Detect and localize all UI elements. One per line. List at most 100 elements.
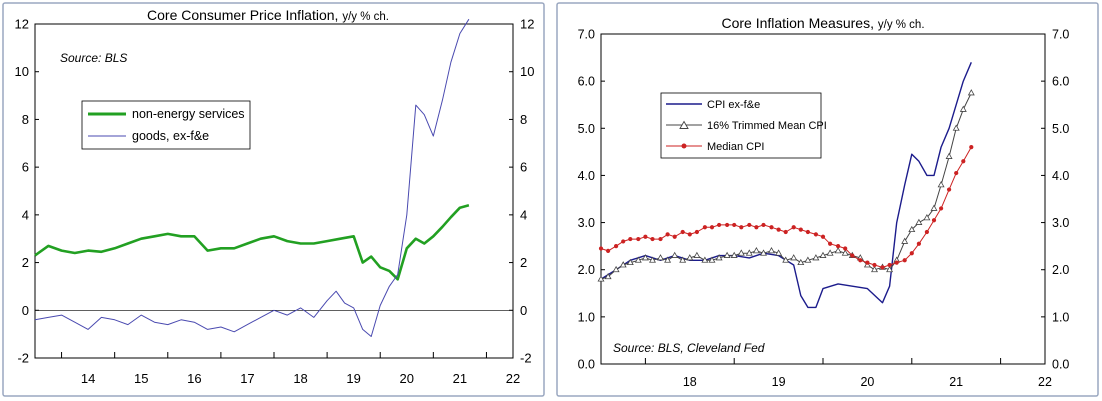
y-tick-label-left: 8 (22, 112, 29, 127)
data-point-median-cpi (902, 258, 907, 263)
data-point-median-cpi (954, 170, 959, 176)
legend-marker-trimmed-mean (679, 120, 689, 129)
legend-label-median-cpi: Median CPI (707, 141, 764, 153)
data-point-trimmed-mean (701, 256, 709, 263)
data-point-trimmed-mean (752, 247, 760, 254)
data-point-trimmed-mean (775, 249, 783, 256)
legend-label-trimmed-mean: 16% Trimmed Mean CPI (707, 120, 827, 132)
data-point-trimmed-mean (693, 251, 701, 258)
data-point-median-cpi (761, 222, 766, 228)
y-tick-label-left: 12 (15, 17, 29, 32)
y-tick-label-right: 10 (520, 64, 534, 79)
data-point-median-cpi (872, 262, 877, 268)
data-point-median-cpi (969, 145, 974, 150)
data-point-median-cpi (791, 225, 796, 230)
y-tick-label-right: 0 (520, 303, 527, 318)
chart-title: Core Inflation Measures, y/y % ch. (721, 15, 924, 31)
data-point-trimmed-mean (612, 265, 620, 273)
data-point-median-cpi (606, 248, 611, 253)
data-point-median-cpi (828, 241, 833, 246)
x-tick-label: 18 (293, 371, 307, 386)
data-point-median-cpi (961, 159, 966, 164)
data-point-median-cpi (680, 229, 685, 235)
data-point-median-cpi (621, 239, 626, 244)
data-point-median-cpi (805, 229, 811, 235)
data-point-median-cpi (694, 229, 700, 235)
legend-marker-median-cpi (681, 143, 687, 149)
data-point-median-cpi (835, 244, 841, 249)
data-point-trimmed-mean (715, 254, 723, 261)
data-point-median-cpi (798, 227, 803, 232)
y-tick-label-left: 0.0 (578, 358, 595, 372)
data-point-median-cpi (924, 229, 929, 235)
data-point-median-cpi (658, 236, 663, 242)
data-point-trimmed-mean (871, 265, 878, 273)
data-point-trimmed-mean (641, 254, 649, 261)
x-tick-label: 20 (860, 375, 874, 389)
panel-core-inflation-measures: Core Inflation Measures, y/y % ch. Sourc… (556, 2, 1099, 397)
data-point-trimmed-mean (790, 254, 798, 261)
data-point-median-cpi (939, 206, 944, 211)
legend-label-cpi-ex-fe: CPI ex-f&e (707, 99, 760, 111)
data-point-trimmed-mean (901, 237, 909, 244)
y-tick-label-left: 6.0 (578, 75, 595, 89)
series-line-goods-ex-f-e (34, 18, 470, 337)
y-tick-label-left: 6 (22, 160, 29, 175)
data-point-trimmed-mean (797, 258, 805, 266)
y-tick-label-left: 0 (22, 303, 29, 318)
source-annotation: Source: BLS, Cleveland Fed (613, 341, 765, 355)
data-point-median-cpi (843, 246, 848, 251)
y-tick-label-right: 12 (520, 17, 534, 32)
data-point-trimmed-mean (812, 254, 820, 261)
data-point-median-cpi (643, 234, 648, 239)
x-tick-label: 18 (683, 375, 697, 389)
data-point-trimmed-mean (649, 256, 656, 263)
y-tick-label-right: 3.0 (1052, 216, 1069, 230)
y-tick-label-right: 2.0 (1052, 263, 1069, 277)
panel-frame (556, 2, 1099, 397)
data-point-median-cpi (865, 260, 870, 265)
data-point-median-cpi (858, 258, 863, 263)
data-point-trimmed-mean (952, 124, 960, 131)
data-point-median-cpi (880, 265, 885, 270)
x-tick-label: 16 (187, 371, 201, 386)
data-point-median-cpi (687, 232, 692, 237)
x-tick-label: 21 (949, 375, 963, 389)
y-tick-label-right: -2 (520, 351, 532, 366)
x-tick-label: 17 (240, 371, 254, 386)
series-line-non-energy-services (34, 204, 470, 281)
x-tick-label: 15 (134, 371, 148, 386)
data-point-trimmed-mean (768, 247, 775, 254)
x-tick-label: 20 (400, 371, 414, 386)
x-tick-label: 14 (81, 371, 95, 386)
y-tick-label-left: 3.0 (578, 216, 595, 230)
y-tick-label-right: 0.0 (1052, 358, 1069, 372)
y-tick-label-left: 10 (15, 64, 29, 79)
data-point-trimmed-mean (679, 256, 687, 263)
data-point-median-cpi (769, 225, 774, 230)
y-tick-label-right: 1.0 (1052, 310, 1069, 324)
y-tick-label-left: 2 (22, 255, 29, 270)
data-point-trimmed-mean (908, 225, 916, 233)
data-point-trimmed-mean (597, 275, 605, 282)
x-tick-label: 21 (453, 371, 467, 386)
legend-label-non-energy-services: non-energy services (132, 107, 245, 121)
data-point-median-cpi (783, 229, 788, 235)
data-point-trimmed-mean (657, 254, 664, 261)
legend-label-goods: goods, ex-f&e (132, 129, 209, 143)
y-tick-label-left: 2.0 (578, 263, 595, 277)
data-point-trimmed-mean (886, 265, 894, 273)
y-tick-label-right: 6.0 (1052, 75, 1069, 89)
data-point-trimmed-mean (841, 249, 849, 256)
data-point-trimmed-mean (634, 256, 642, 263)
data-point-median-cpi (672, 234, 677, 239)
data-point-trimmed-mean (826, 249, 834, 256)
data-point-median-cpi (946, 187, 952, 192)
x-tick-label: 19 (772, 375, 786, 389)
data-point-trimmed-mean (804, 256, 812, 263)
data-point-trimmed-mean (671, 251, 679, 258)
data-point-trimmed-mean (604, 272, 612, 280)
data-point-median-cpi (732, 222, 737, 228)
data-point-trimmed-mean (686, 254, 694, 261)
